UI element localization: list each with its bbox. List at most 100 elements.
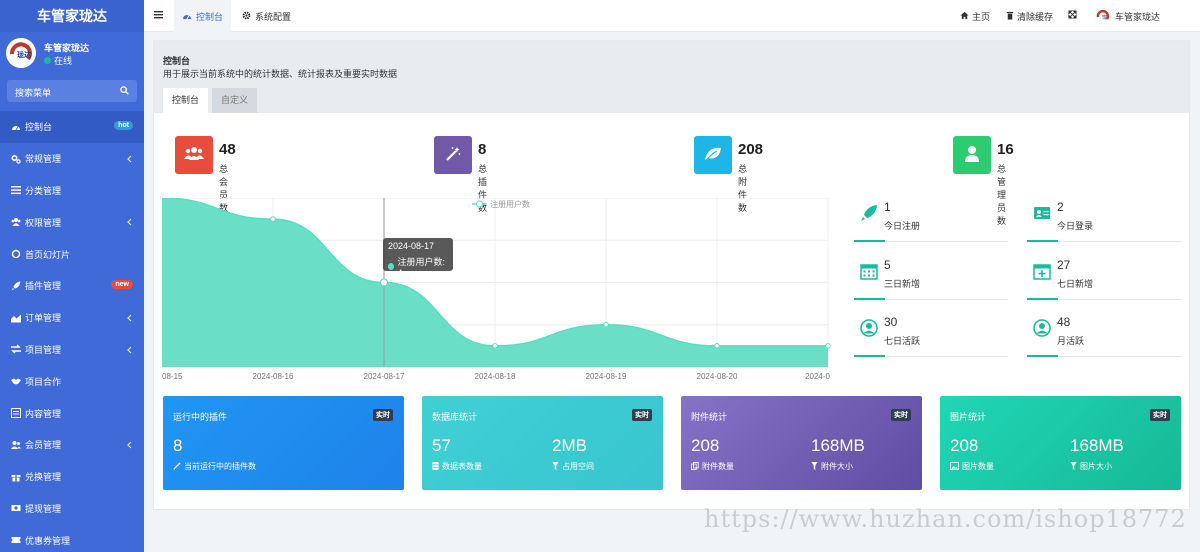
filter-icon — [1070, 461, 1077, 472]
search-icon[interactable] — [120, 86, 129, 97]
mini-stat-underline — [1027, 355, 1181, 357]
panel-header: 控制台 用于展示当前系统中的统计数据、统计报表及重要实时数据 控制台 自定义 — [154, 41, 1189, 113]
page-title: 控制台 — [163, 56, 191, 66]
users-icon — [184, 146, 204, 164]
card-sub-2: 占用空间 — [552, 461, 594, 472]
svg-text:珑达: 珑达 — [17, 50, 31, 59]
search-menu-input[interactable]: 搜索菜单 — [7, 80, 137, 102]
user-menu-label: 车管家珑达 — [1115, 11, 1161, 22]
mini-stat-underline — [1027, 298, 1181, 300]
sidebar-item[interactable]: 优惠券管理 — [0, 524, 144, 552]
trash-icon — [1006, 11, 1014, 22]
sidebar-item-label: 权限管理 — [25, 217, 62, 228]
tab-system-config-label: 系统配置 — [255, 11, 292, 22]
card-sub: 当前运行中的插件数 — [173, 461, 256, 472]
card-title: 附件统计 — [691, 412, 728, 422]
mini-stat-value: 48 — [1057, 315, 1071, 329]
mini-stat: 5 三日新增 — [854, 256, 1008, 300]
card-sub-2: 附件大小 — [811, 461, 853, 472]
sidebar-item-label: 订单管理 — [25, 313, 62, 324]
exchange-icon — [11, 344, 21, 354]
sidebar-item[interactable]: 常规管理 — [0, 143, 144, 175]
user-circle-icon — [1033, 319, 1051, 337]
tab-console[interactable]: 控制台 — [163, 88, 209, 113]
sidebar-item[interactable]: 分类管理 — [0, 175, 144, 207]
sidebar-item-label: 兑换管理 — [25, 472, 62, 483]
user-group-icon — [11, 440, 21, 450]
sidebar-item-label: 控制台 — [25, 122, 53, 133]
registration-area-chart[interactable]: 08-15 2024-08-16 2024-08-17 2024-08-18 2024-… — [162, 198, 832, 383]
sidebar-item[interactable]: 会员管理 — [0, 429, 144, 461]
sidebar-item[interactable]: 权限管理 — [0, 206, 144, 238]
user-menu[interactable]: 珑 车管家珑达 — [1096, 9, 1160, 23]
sidebar: 车管家珑达 珑达 车管家珑达 在线 搜索菜单 控制台 hot 常规管理 分类管理权限管… — [0, 0, 144, 552]
magic-icon — [444, 145, 462, 165]
sidebar-item[interactable]: 内容管理 — [0, 397, 144, 429]
tab-system-config[interactable]: 系统配置 — [234, 0, 299, 32]
clear-cache-button[interactable]: 清除缓存 — [1006, 10, 1053, 23]
tab-dashboard[interactable]: 控制台 — [174, 0, 232, 32]
sidebar-item[interactable]: 控制台 hot — [0, 111, 144, 143]
card-sub: 附件数量 — [691, 461, 734, 472]
online-dot-icon — [44, 57, 51, 64]
mini-stat: 30 七日活跃 — [854, 313, 1008, 357]
chart-tooltip: 2024-08-17 注册用户数: 4 — [383, 238, 453, 278]
card-sub: 数据表数量 — [432, 461, 482, 472]
sidebar-item[interactable]: 项目管理 — [0, 334, 144, 366]
sidebar-menu: 控制台 hot 常规管理 分类管理权限管理首页幻灯片插件管理 new 订单管理项目管理项目… — [0, 111, 144, 552]
user-status: 在线 — [44, 54, 72, 67]
handshake-icon — [11, 376, 21, 386]
circle-icon — [11, 249, 21, 259]
sidebar-item[interactable]: 首页幻灯片 — [0, 238, 144, 270]
realtime-badge: 实时 — [891, 409, 911, 421]
card-title: 数据库统计 — [432, 412, 478, 422]
search-menu-placeholder: 搜索菜单 — [15, 88, 52, 98]
stat-label: 总会员数 — [219, 164, 229, 213]
filter-icon — [552, 461, 559, 472]
mini-stat: 2 今日登录 — [1027, 198, 1181, 242]
group-icon — [11, 217, 21, 227]
home-link[interactable]: 主页 — [960, 10, 990, 23]
user-panel: 珑达 车管家珑达 在线 — [0, 36, 144, 76]
sidebar-item[interactable]: 兑换管理 — [0, 461, 144, 493]
home-link-label: 主页 — [972, 12, 991, 22]
mini-stat: 1 今日注册 — [854, 198, 1008, 242]
fullscreen-icon — [1068, 10, 1077, 21]
brand-logo-text[interactable]: 车管家珑达 — [0, 0, 144, 32]
mini-stat-label: 三日新增 — [884, 279, 921, 289]
x-tick-label: 2024-08-20 — [697, 372, 738, 381]
card-value-2: 2MB — [552, 436, 587, 455]
ticket-icon — [11, 535, 21, 545]
sidebar-item[interactable]: 订单管理 — [0, 302, 144, 334]
menu-toggle-icon[interactable] — [154, 10, 163, 21]
mini-stat-underline — [1027, 240, 1181, 242]
cogs-icon — [11, 154, 21, 164]
realtime-badge: 实时 — [632, 409, 652, 421]
sidebar-item[interactable]: 提现管理 — [0, 493, 144, 525]
card-value-2: 168MB — [1070, 436, 1124, 455]
dashboard-icon — [11, 122, 21, 132]
dashboard-panel: 控制台 用于展示当前系统中的统计数据、统计报表及重要实时数据 控制台 自定义 4… — [153, 40, 1190, 510]
sidebar-item[interactable]: 插件管理 new — [0, 270, 144, 302]
chevron-left-icon — [127, 218, 132, 228]
sidebar-item-label: 项目合作 — [25, 376, 62, 387]
files-icon — [691, 461, 699, 472]
mini-stat-underline — [854, 355, 1008, 357]
card-sub-label-2: 占用空间 — [562, 462, 594, 471]
avatar: 珑达 — [6, 38, 36, 68]
calendar-icon — [860, 262, 878, 280]
rocket-icon — [860, 204, 878, 222]
sidebar-item[interactable]: 项目合作 — [0, 365, 144, 397]
fullscreen-button[interactable] — [1068, 10, 1077, 21]
home-icon — [960, 11, 969, 22]
sidebar-item-label: 首页幻灯片 — [25, 249, 71, 260]
tab-custom[interactable]: 自定义 — [212, 88, 258, 113]
list-icon — [11, 185, 21, 195]
mini-stat-underline — [854, 240, 1008, 242]
mini-stat-underline — [854, 298, 1008, 300]
tooltip-row: 注册用户数: 4 — [388, 255, 448, 278]
sidebar-item-label: 提现管理 — [25, 503, 62, 514]
stat-icon-box — [175, 136, 213, 174]
mini-stat-label: 七日新增 — [1057, 279, 1094, 289]
sidebar-item-label: 优惠券管理 — [25, 535, 71, 546]
